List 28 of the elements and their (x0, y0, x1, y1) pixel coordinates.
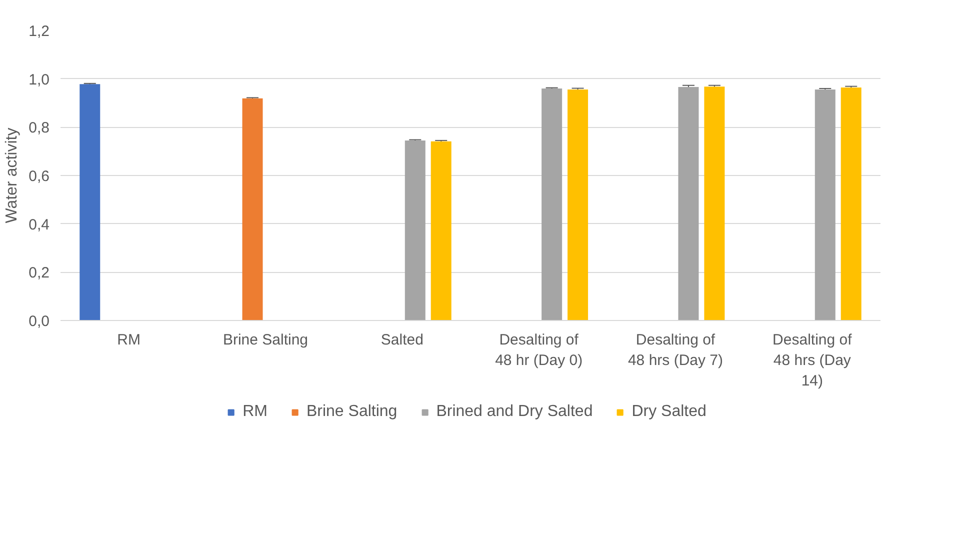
y-tick-label: 1,0 (28, 71, 50, 88)
y-tick-label: 0,4 (28, 216, 50, 234)
bar (840, 88, 862, 320)
legend-label: Dry Salted (632, 403, 706, 421)
x-tick-label: Desalting of 48 hr (Day 0) (495, 332, 583, 369)
y-tick-label: 1,2 (28, 23, 50, 40)
bar (404, 140, 426, 320)
legend-label: RM (242, 403, 268, 421)
y-axis-title: Water activity (4, 128, 21, 224)
x-tick-label: RM (117, 332, 140, 348)
legend-label: Brine Salting (306, 403, 398, 421)
bar (80, 84, 100, 320)
x-tick-label: Desalting of 48 hrs (Day 14) (772, 332, 853, 390)
bar (542, 88, 562, 320)
bar (704, 86, 725, 320)
bar (568, 89, 588, 320)
legend-label: Brined and Dry Salted (436, 403, 593, 421)
bar (242, 98, 263, 320)
x-tick-label: Salted (380, 332, 424, 348)
x-tick-label: Desalting of 48 hrs (Day 7) (628, 332, 724, 369)
x-tick-label: Brine Salting (222, 332, 308, 348)
y-tick-label: 0,0 (28, 313, 50, 330)
y-tick-label: 0,8 (28, 120, 50, 137)
y-tick-label: 0,6 (28, 168, 50, 185)
bar (678, 87, 699, 320)
y-tick-label: 0,2 (28, 264, 50, 282)
bar (814, 89, 836, 320)
bar (430, 141, 452, 320)
